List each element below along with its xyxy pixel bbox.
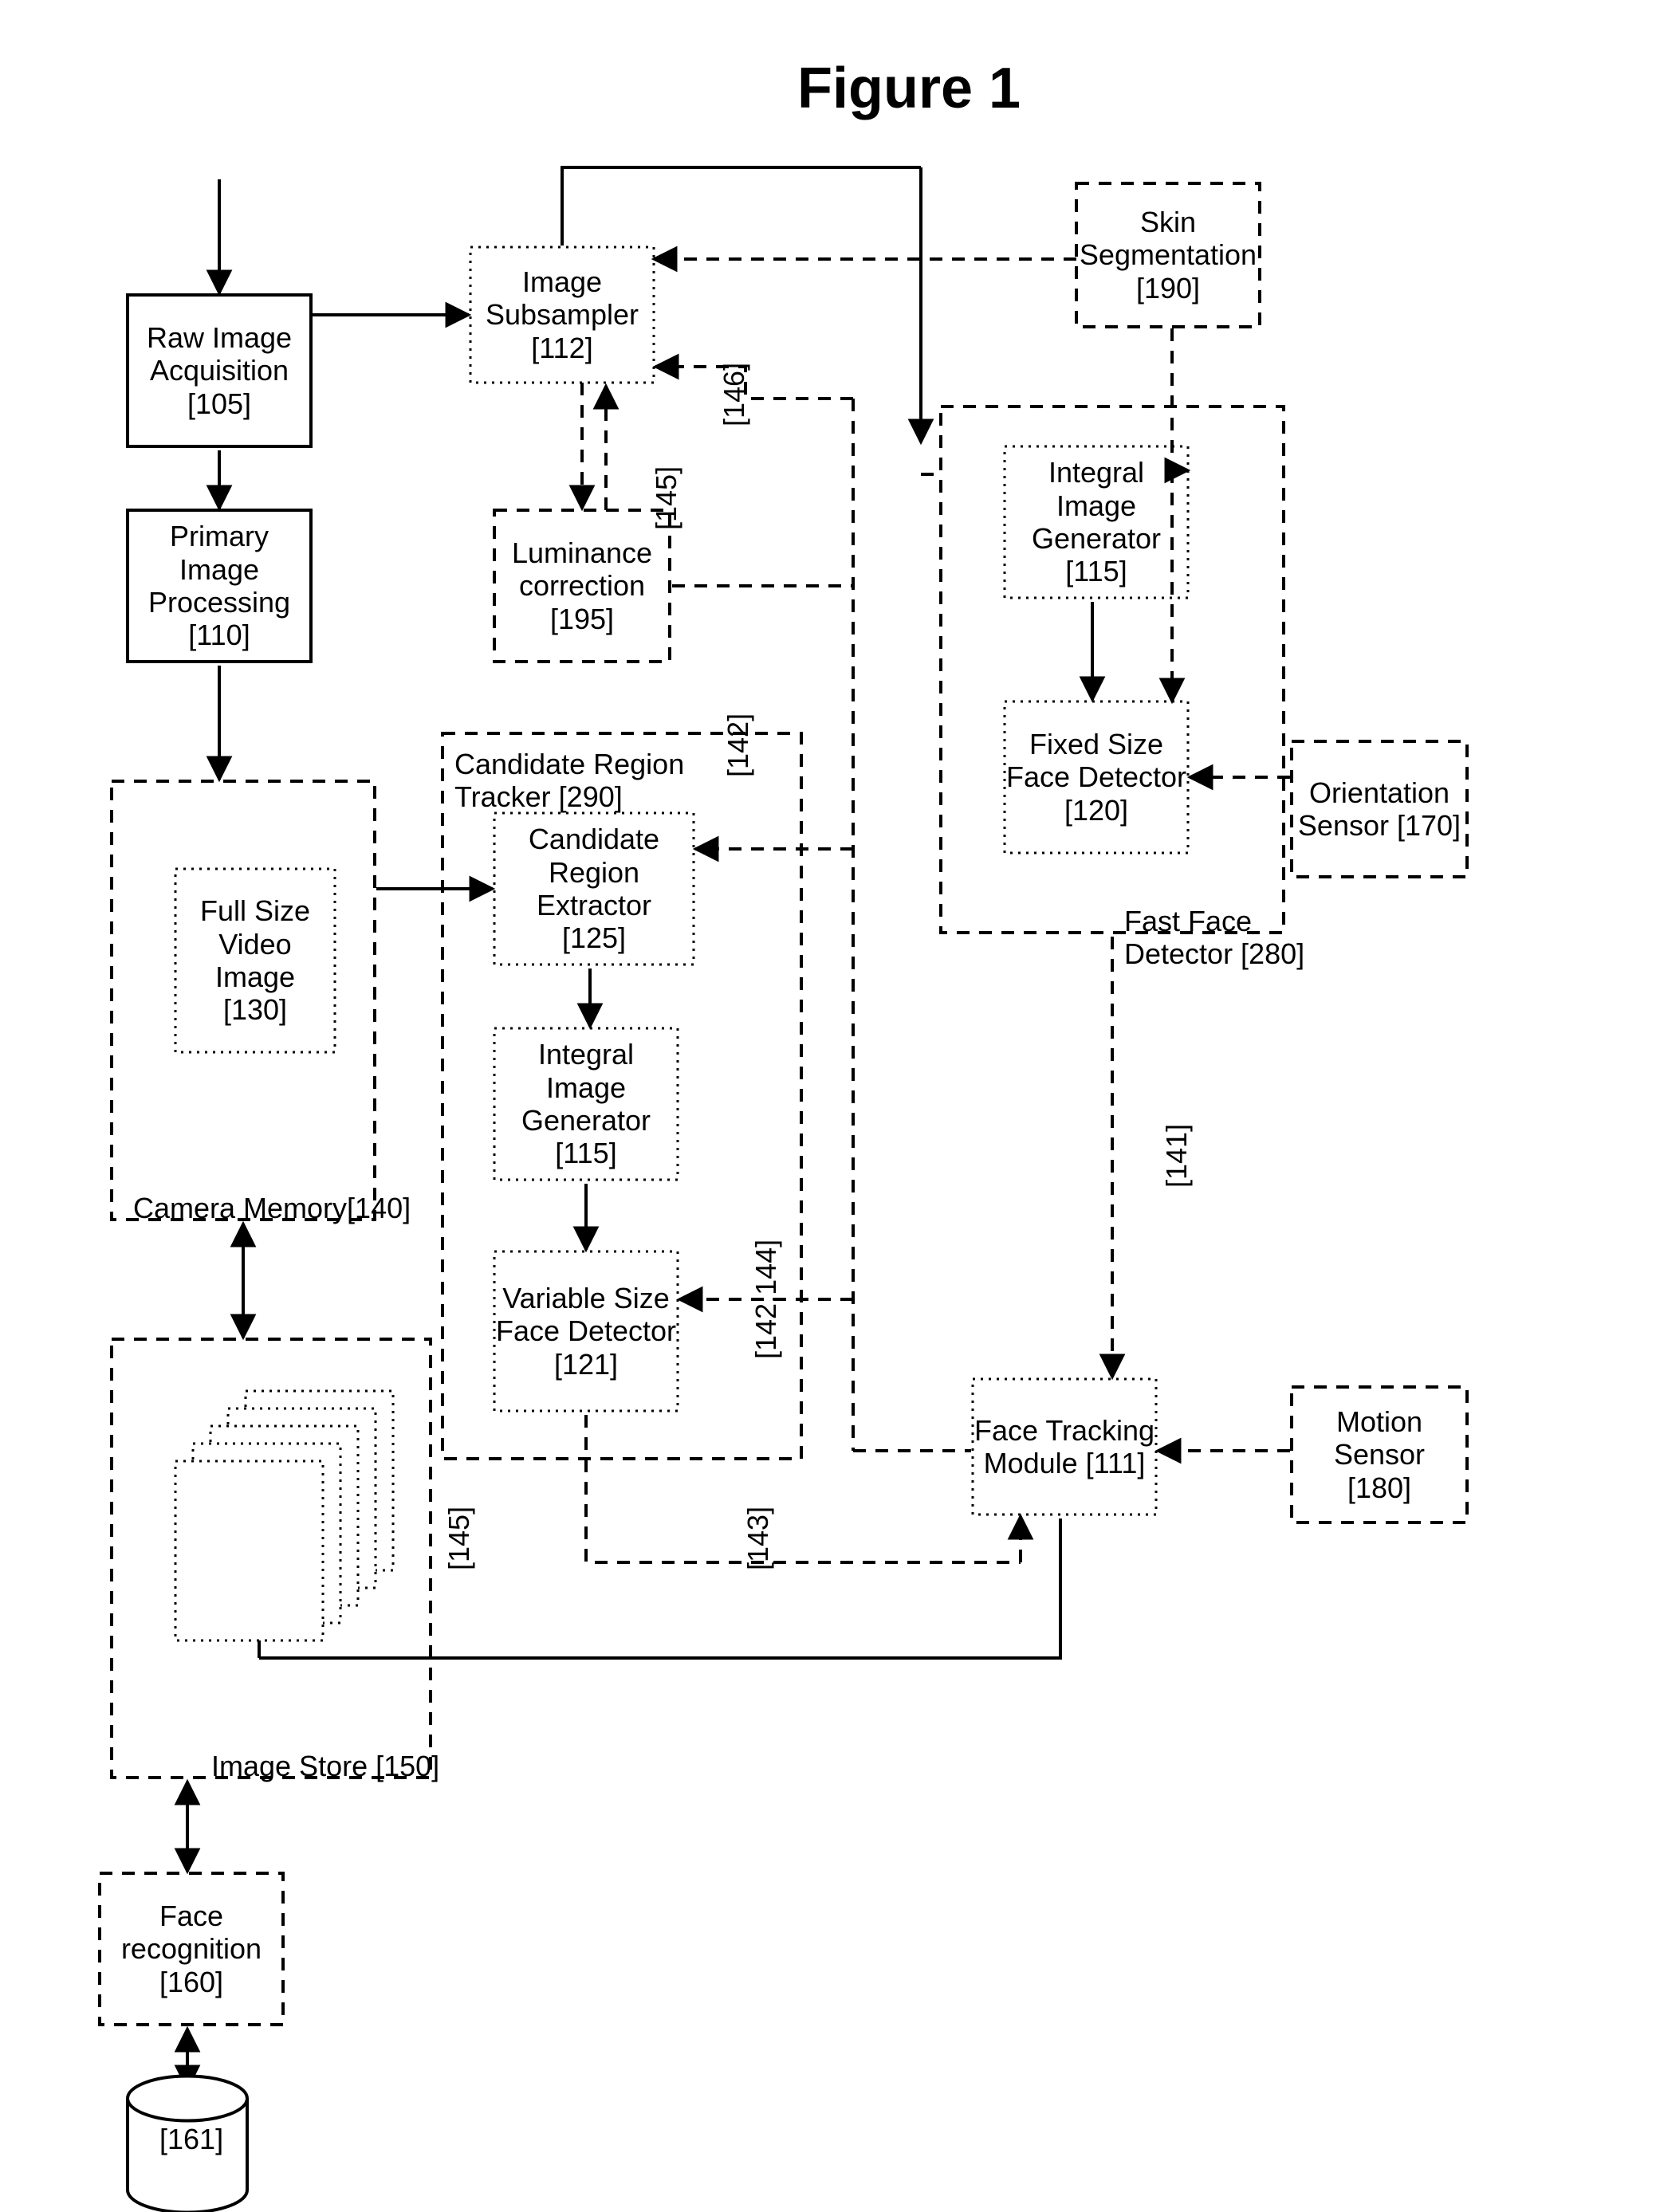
block-motion: Motion Sensor[180] (1292, 1387, 1467, 1522)
label-camera-mem: Camera Memory[140] (133, 1192, 411, 1224)
vlabel-l145a: [145] (650, 450, 683, 546)
label-image-store: Image Store [150] (211, 1750, 439, 1782)
block-skin-seg: SkinSegmentation[190] (1076, 183, 1260, 327)
label-fast-face: Fast FaceDetector [280] (1124, 905, 1304, 971)
block-orientation: OrientationSensor [170] (1292, 741, 1467, 877)
vlabel-l145b: [145] (443, 1491, 476, 1586)
label-db: [161] (159, 2123, 223, 2155)
block-cand-region-extr: CandidateRegion Extractor[125] (494, 813, 694, 965)
block-subsampler: Image Subsampler[112] (470, 247, 654, 383)
block-int-img-gen-l: Integral ImageGenerator[115] (494, 1028, 678, 1180)
vlabel-l141: [141] (1160, 1108, 1194, 1204)
block-raw-image-acq: Raw ImageAcquisition[105] (128, 295, 311, 446)
block-luminance: Luminancecorrection[195] (494, 510, 670, 662)
vlabel-l146: [146] (718, 347, 751, 442)
block-face-tracking: Face TrackingModule [111] (973, 1379, 1156, 1515)
vlabel-l143: [143] (741, 1491, 775, 1586)
block-fixed-size-det: Fixed SizeFace Detector[120] (1005, 701, 1188, 853)
vlabel-l142: [142] (722, 697, 755, 793)
block-primary-proc: Primary ImageProcessing [110] (128, 510, 311, 662)
block-var-size-det: Variable SizeFace Detector[121] (494, 1251, 678, 1411)
label-cand-tracker: Candidate RegionTracker [290] (454, 748, 684, 814)
block-face-recog: Face recognition[160] (100, 1873, 283, 2025)
block-full-size-video: Full SizeVideo Image[130] (175, 869, 335, 1052)
figure-title: Figure 1 (797, 56, 1021, 121)
block-int-img-gen-r: Integral ImageGenerator[115] (1005, 446, 1188, 598)
vlabel-l142_144: [142,144] (749, 1220, 783, 1379)
